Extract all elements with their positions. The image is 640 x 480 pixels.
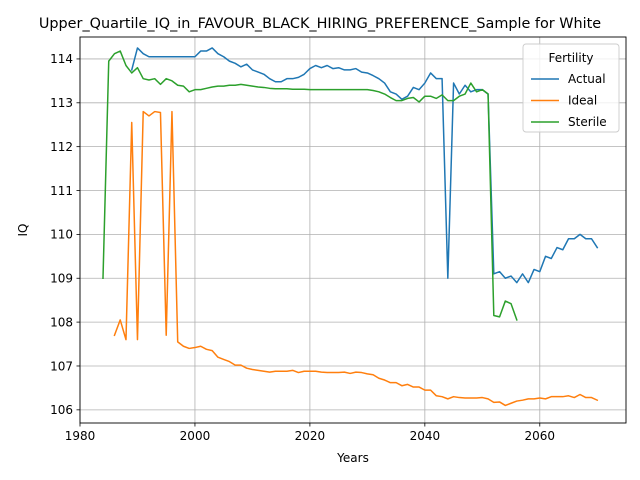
legend-box bbox=[522, 43, 620, 133]
x-axis: 1980 2000 2020 2040 2060 bbox=[65, 423, 555, 443]
legend-label-ideal: Ideal bbox=[568, 94, 597, 108]
y-tick-label: 110 bbox=[50, 228, 73, 242]
y-tick-label: 112 bbox=[50, 140, 73, 154]
y-tick-label: 107 bbox=[50, 359, 73, 373]
x-tick-label: 2000 bbox=[180, 429, 211, 443]
legend-label-actual: Actual bbox=[568, 72, 606, 86]
x-tick-label: 1980 bbox=[65, 429, 96, 443]
legend-entries: Actual Ideal Sterile bbox=[531, 72, 607, 129]
legend-label-sterile: Sterile bbox=[568, 115, 607, 129]
series-line-sterile bbox=[102, 50, 518, 321]
y-tick-label: 108 bbox=[50, 315, 73, 329]
gridlines bbox=[79, 37, 626, 423]
x-tick-label: 2040 bbox=[410, 429, 441, 443]
legend: Fertility Actual Ideal Sterile bbox=[522, 43, 620, 133]
y-tick-label: 111 bbox=[50, 184, 73, 198]
legend-title: Fertility bbox=[548, 51, 593, 65]
y-tick-label: 114 bbox=[50, 52, 73, 66]
x-tick-label: 2020 bbox=[295, 429, 326, 443]
y-axis: 106 107 108 109 110 111 112 113 114 bbox=[50, 52, 80, 417]
y-tick-label: 113 bbox=[50, 96, 73, 110]
y-tick-label: 106 bbox=[50, 403, 73, 417]
series-line-actual bbox=[130, 47, 599, 284]
x-axis-label: Years bbox=[336, 451, 369, 465]
chart-title: Upper_Quartile_IQ_in_FAVOUR_BLACK_HIRING… bbox=[39, 16, 601, 32]
plot-area-frame bbox=[79, 36, 627, 424]
plot-lines bbox=[102, 47, 599, 407]
x-tick-label: 2060 bbox=[525, 429, 556, 443]
y-axis-label: IQ bbox=[16, 224, 30, 237]
y-tick-label: 109 bbox=[50, 272, 73, 286]
series-line-ideal bbox=[113, 110, 599, 407]
